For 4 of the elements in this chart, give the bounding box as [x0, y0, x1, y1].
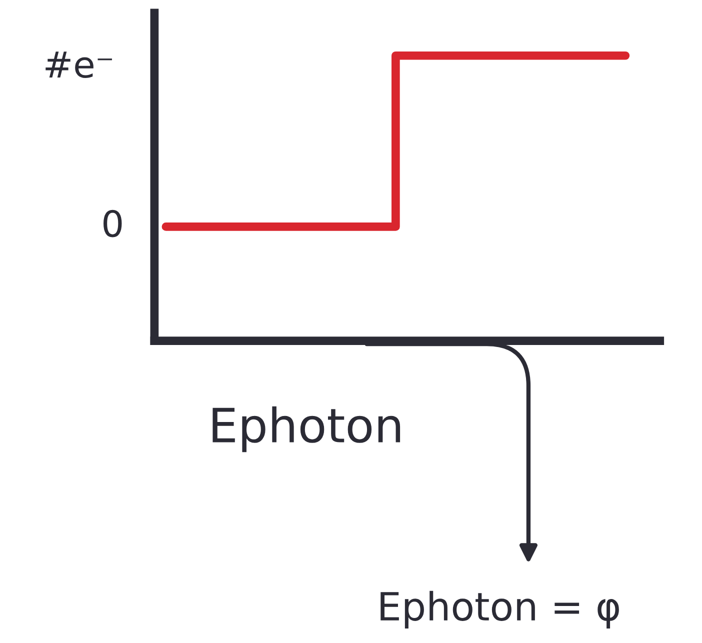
text: Ephoton = φ [380, 590, 619, 629]
text: 0 [104, 210, 122, 238]
y-axis-title: #e⁻ [46, 52, 112, 78]
x-axis-title: Ephoton [212, 406, 400, 452]
